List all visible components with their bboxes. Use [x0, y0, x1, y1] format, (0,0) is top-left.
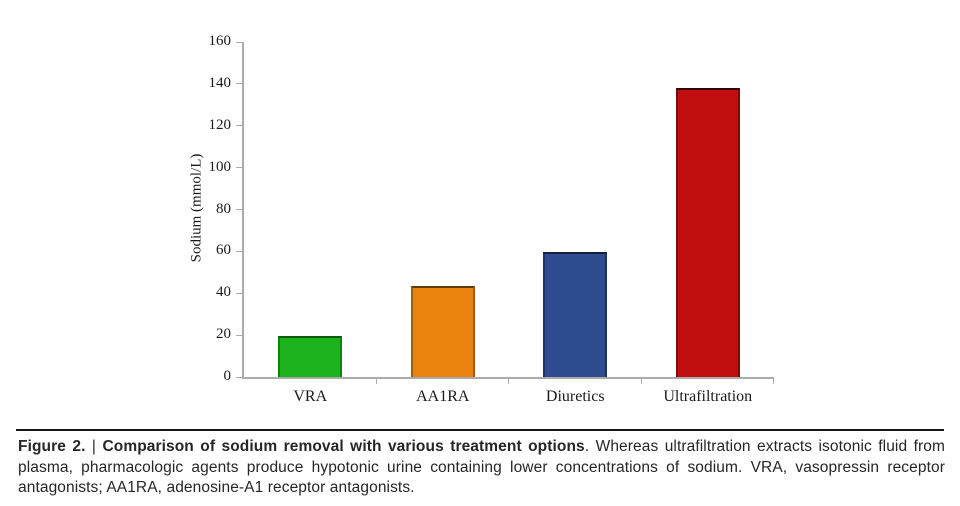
y-axis-tick-label: 0 [223, 368, 232, 385]
figure-caption: Figure 2. | Comparison of sodium removal… [18, 437, 945, 499]
y-axis-tick [236, 334, 243, 336]
y-axis-tick [236, 125, 243, 127]
y-axis-tick-label: 100 [208, 158, 232, 175]
caption-title: Comparison of sodium removal with variou… [102, 438, 585, 455]
y-axis-tick [236, 41, 243, 43]
y-axis-tick-label: 60 [216, 242, 231, 259]
caption-separator: | [91, 438, 97, 455]
y-axis-tick [236, 167, 243, 169]
caption-figure-label: Figure 2. [18, 438, 86, 455]
x-axis-tick [640, 379, 642, 384]
x-axis-tick [773, 379, 774, 384]
bar-vra [278, 336, 343, 377]
y-axis-tick [236, 292, 243, 294]
caption-divider [16, 429, 944, 431]
plot-area: 0 20 40 60 80 100 120 140 160 VRA AA1RA Diuretics Ul… [209, 33, 774, 405]
y-axis-tick [236, 376, 243, 378]
y-axis-tick-label: 20 [216, 326, 231, 343]
sodium-removal-bar-chart: Sodium (mmol/L) 0 20 40 60 80 100 120 140 160 VRA… [188, 33, 774, 405]
x-axis-label-diuretics: Diuretics [545, 388, 605, 405]
y-axis-tick-label: 80 [216, 200, 231, 217]
bar-ultrafiltration [675, 88, 740, 377]
y-axis-tick-label: 160 [208, 33, 232, 50]
y-axis-tick-label: 140 [208, 75, 232, 92]
x-axis-label-ultrafiltration: Ultrafiltration [663, 388, 753, 405]
x-axis-label-aa1ra: AA1RA [416, 388, 470, 405]
x-axis-label-vra: VRA [293, 388, 328, 405]
y-axis-title: Sodium (mmol/L) [188, 153, 205, 263]
y-axis-tick [236, 83, 243, 85]
y-axis-tick [236, 209, 243, 210]
x-axis-tick [375, 379, 377, 384]
bar-diuretics [543, 252, 608, 377]
x-axis-tick [508, 379, 509, 384]
caption-body: . Whereas ultrafiltration extracts isoto… [18, 438, 945, 496]
y-axis-tick [236, 250, 243, 252]
y-axis-tick-label: 120 [208, 116, 232, 133]
bar-aa1ra [410, 285, 475, 377]
y-axis-tick-label: 40 [216, 284, 231, 301]
